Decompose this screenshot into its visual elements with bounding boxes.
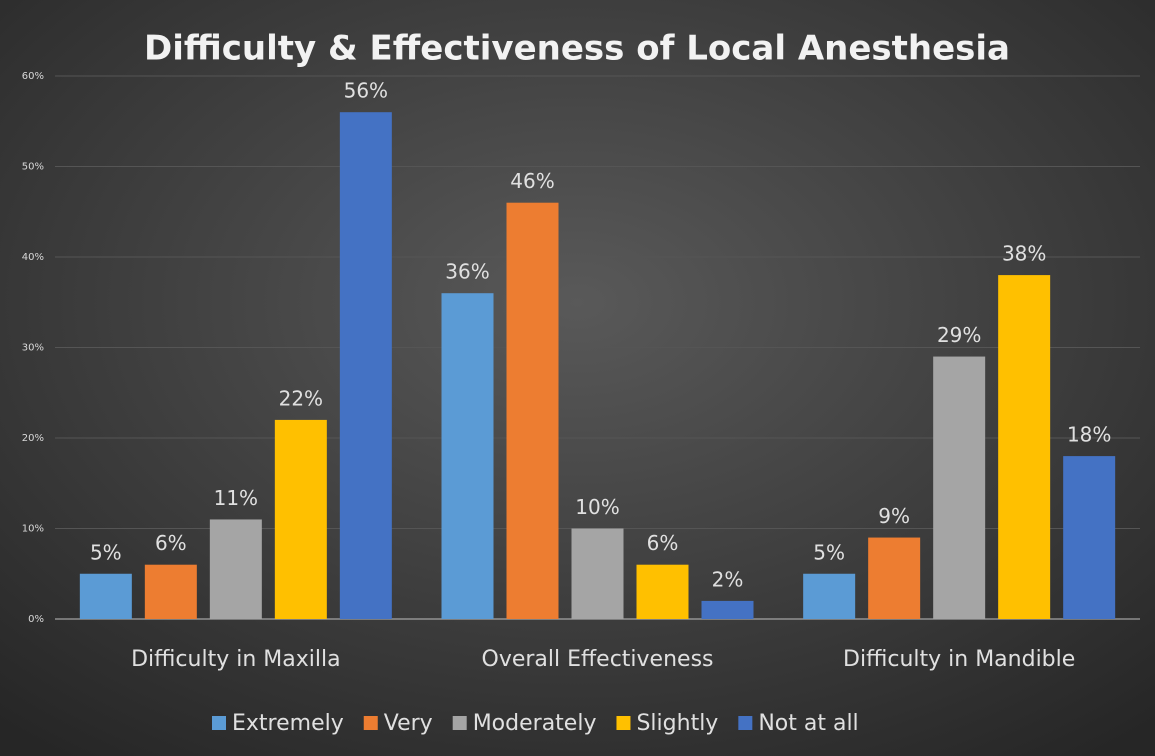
bar xyxy=(441,293,494,619)
y-tick-label: 10% xyxy=(22,524,44,535)
x-tick-label: Difficulty in Mandible xyxy=(843,647,1075,672)
y-tick-label: 0% xyxy=(28,614,44,625)
value-label: 5% xyxy=(813,540,845,564)
bar xyxy=(506,202,559,619)
legend-label: Moderately xyxy=(473,711,597,736)
bar xyxy=(636,564,689,619)
bar xyxy=(701,600,754,619)
legend-label: Slightly xyxy=(636,711,718,736)
bar xyxy=(803,573,856,619)
legend-swatch xyxy=(363,716,378,730)
bar xyxy=(144,564,197,619)
value-label: 6% xyxy=(155,531,187,555)
value-label: 10% xyxy=(575,495,619,519)
value-label: 2% xyxy=(712,567,744,591)
y-tick-label: 30% xyxy=(22,343,44,354)
bar xyxy=(571,528,624,619)
legend-label: Very xyxy=(384,711,433,736)
bar xyxy=(209,519,262,619)
value-label: 11% xyxy=(214,486,258,510)
y-tick-label: 60% xyxy=(22,71,44,82)
legend-swatch xyxy=(738,716,753,730)
value-label: 29% xyxy=(937,323,981,347)
legend-label: Not at all xyxy=(758,711,858,736)
bar xyxy=(79,573,132,619)
legend-swatch xyxy=(616,716,631,730)
bar xyxy=(274,419,327,619)
y-tick-label: 50% xyxy=(22,162,44,173)
legend-swatch xyxy=(212,716,226,730)
value-label: 18% xyxy=(1067,423,1111,447)
bar xyxy=(933,356,986,619)
bar xyxy=(1063,456,1116,619)
value-label: 56% xyxy=(344,79,388,103)
y-tick-label: 20% xyxy=(22,433,44,444)
y-tick-label: 40% xyxy=(22,252,44,263)
legend-label: Extremely xyxy=(232,711,344,736)
x-tick-label: Overall Effectiveness xyxy=(482,647,714,672)
value-label: 36% xyxy=(445,260,489,284)
value-label: 22% xyxy=(279,386,323,410)
value-label: 9% xyxy=(878,504,910,528)
value-label: 5% xyxy=(90,540,122,564)
x-tick-label: Difficulty in Maxilla xyxy=(131,647,340,672)
value-label: 6% xyxy=(647,531,679,555)
bar xyxy=(868,537,921,619)
value-label: 46% xyxy=(510,169,554,193)
chart-title: Difficulty & Effectiveness of Local Anes… xyxy=(144,29,1010,69)
bar xyxy=(339,112,392,619)
legend-swatch xyxy=(452,716,467,730)
value-label: 38% xyxy=(1002,242,1046,266)
bar xyxy=(998,275,1051,619)
